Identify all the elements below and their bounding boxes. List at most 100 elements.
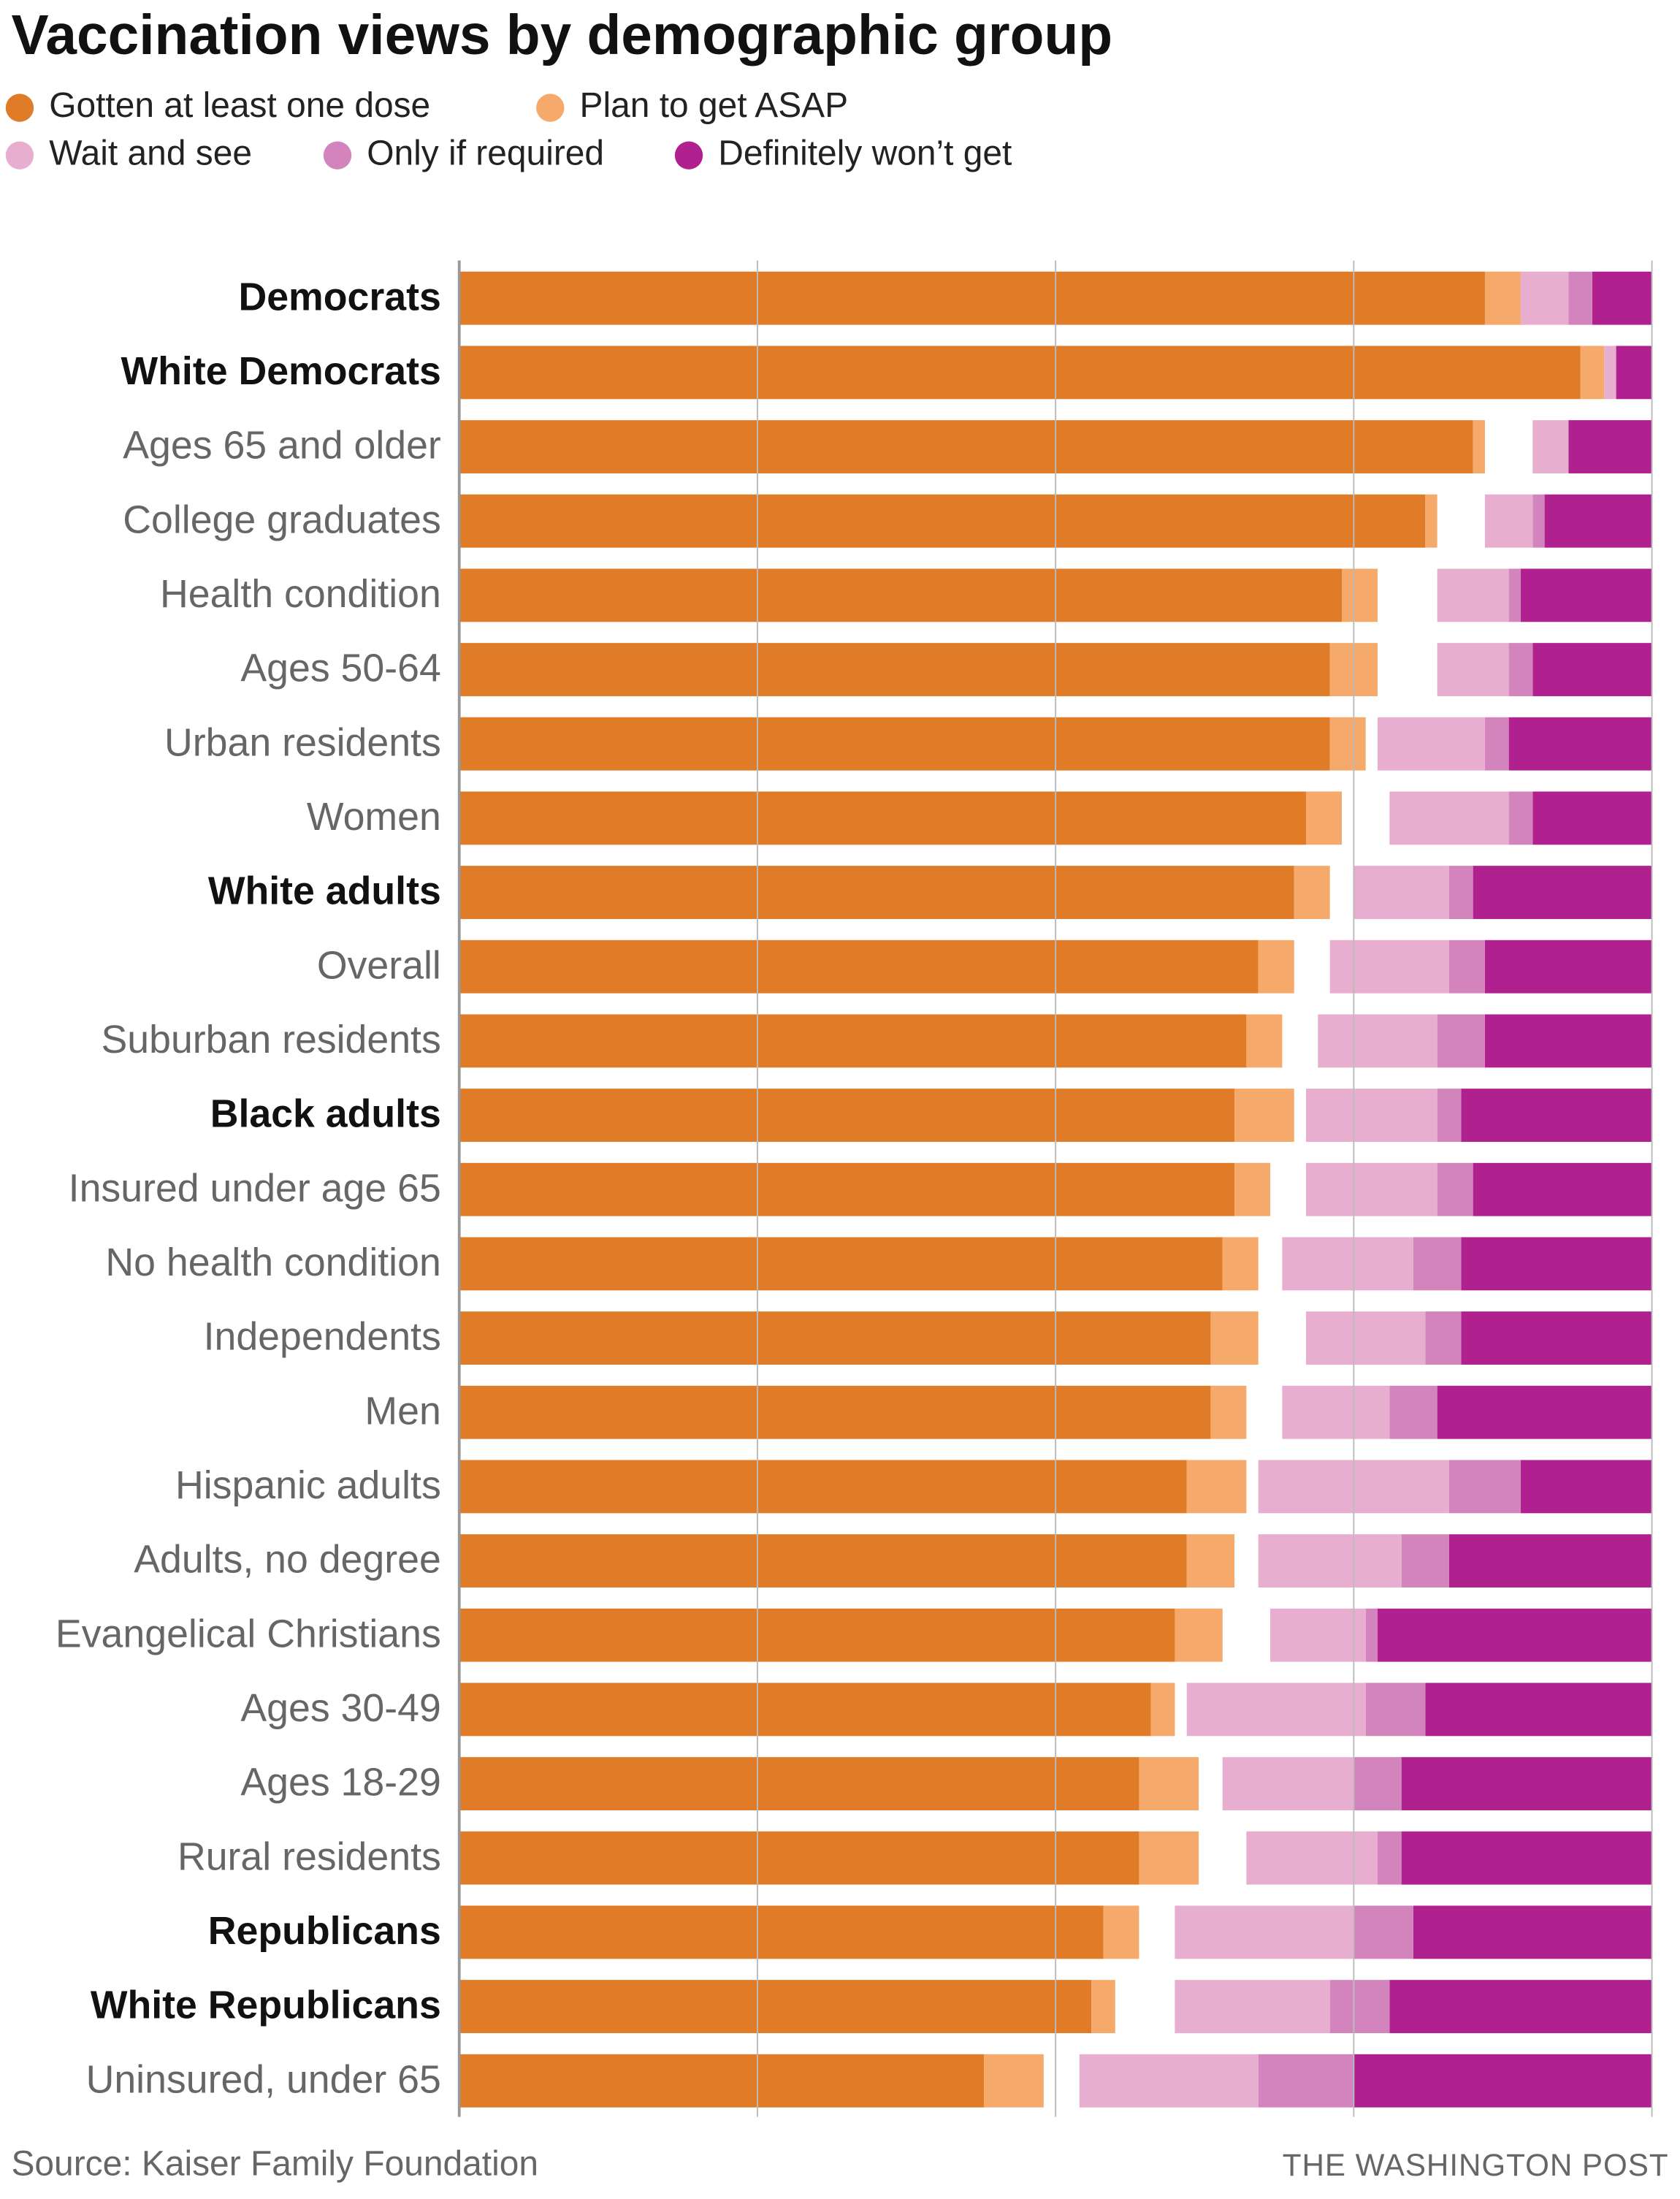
bar-segment [1389, 1980, 1652, 2033]
legend-swatch [536, 94, 565, 122]
category-label: White Democrats [121, 349, 441, 393]
legend-label: Plan to get ASAP [580, 86, 849, 125]
bar-segment [1592, 271, 1652, 325]
bar-segment [1425, 1682, 1652, 1737]
bar-segment [1150, 1682, 1175, 1737]
category-label: White adults [208, 869, 441, 913]
bar-segment [1532, 791, 1652, 845]
bar-segment [1401, 1831, 1652, 1885]
bar-segment [459, 1682, 1151, 1737]
bar-segment [459, 1608, 1175, 1662]
bar-segment [1139, 1757, 1199, 1810]
bar-segment [1222, 1237, 1259, 1291]
category-label: Rural residents [177, 1834, 441, 1878]
bar-segment [1353, 1757, 1402, 1810]
category-label: White Republicans [91, 1983, 441, 2027]
bar-segment [459, 1237, 1223, 1291]
category-label: Hispanic adults [175, 1463, 441, 1507]
bar-segment [1580, 346, 1605, 400]
bars [459, 271, 1652, 2108]
bar-segment [1353, 1905, 1413, 1959]
bar-segment [1437, 643, 1509, 696]
category-label: Urban residents [164, 720, 441, 764]
bar-segment [1544, 494, 1652, 548]
bar-segment [459, 1089, 1235, 1142]
category-label: Suburban residents [101, 1018, 440, 1062]
bar-segment [1139, 1831, 1199, 1885]
bar-segment [1175, 1905, 1354, 1959]
bar-segment [1448, 1534, 1652, 1588]
bar-segment [1484, 717, 1509, 771]
bar-segment [1353, 866, 1449, 919]
bar-segment [459, 1014, 1247, 1068]
bar-segment [1091, 1980, 1115, 2033]
bar-segment [1270, 1608, 1366, 1662]
category-label: Ages 50-64 [240, 647, 440, 690]
bar-segment [1318, 1014, 1437, 1068]
bar-segment [1377, 717, 1485, 771]
category-label: Independents [204, 1315, 441, 1359]
bar-segment [1532, 420, 1569, 473]
bar-segment [1329, 940, 1449, 994]
category-label: Ages 30-49 [240, 1686, 440, 1730]
category-label: Overall [317, 943, 441, 987]
bar-segment [1401, 1534, 1449, 1588]
credit: THE WASHINGTON POST [1283, 2148, 1669, 2182]
category-label: Health condition [160, 572, 441, 616]
bar-segment [1258, 940, 1294, 994]
bar-segment [459, 2054, 985, 2108]
category-label: College graduates [123, 498, 441, 541]
bar-segment [1508, 717, 1652, 771]
bar-segment [1437, 1089, 1462, 1142]
legend-swatch [5, 94, 34, 122]
legend-label: Wait and see [49, 134, 252, 172]
bar-segment [1461, 1311, 1652, 1365]
legend-label: Definitely won’t get [718, 134, 1012, 172]
bar-segment [1461, 1237, 1652, 1291]
bar-segment [1103, 1905, 1139, 1959]
bar-segment [1294, 866, 1330, 919]
bar-segment [459, 1757, 1139, 1810]
bar-segment [1437, 1385, 1652, 1439]
bar-segment [459, 494, 1426, 548]
bar-segment [1329, 1980, 1390, 2033]
bar-segment [1568, 271, 1592, 325]
bar-segment [1461, 1089, 1652, 1142]
source: Source: Kaiser Family Foundation [11, 2144, 538, 2183]
bar-segment [459, 1905, 1104, 1959]
bar-segment [1282, 1385, 1390, 1439]
bar-segment [1306, 1162, 1437, 1216]
bar-segment [1365, 1608, 1378, 1662]
bar-segment [1532, 494, 1545, 548]
bar-segment [984, 2054, 1044, 2108]
bar-segment [1425, 494, 1437, 548]
bar-segment [459, 346, 1581, 400]
bar-segment [1437, 1014, 1485, 1068]
category-label: Men [364, 1389, 440, 1433]
bar-segment [1186, 1460, 1247, 1514]
bar-segment [1484, 940, 1652, 994]
category-label: Democrats [238, 275, 440, 319]
bar-segment [1365, 1682, 1426, 1737]
bar-segment [1186, 1682, 1366, 1737]
bar-segment [1473, 866, 1652, 919]
legend-swatch [5, 141, 34, 169]
bar-segment [1258, 1534, 1402, 1588]
bar-segment [1222, 1757, 1354, 1810]
category-label: Women [307, 795, 441, 839]
bar-segment [1508, 791, 1533, 845]
bar-segment [1210, 1311, 1259, 1365]
legend-label: Only if required [367, 134, 604, 172]
bar-segment [459, 866, 1294, 919]
bar-segment [459, 1460, 1187, 1514]
bar-segment [1175, 1980, 1330, 2033]
bar-segment [459, 1980, 1092, 2033]
bar-segment [1604, 346, 1616, 400]
bar-segment [1234, 1162, 1271, 1216]
bar-segment [1258, 2054, 1354, 2108]
category-label: Republicans [208, 1909, 441, 1953]
bar-segment [1448, 1460, 1521, 1514]
bar-segment [1448, 940, 1485, 994]
bar-segment [1210, 1385, 1247, 1439]
